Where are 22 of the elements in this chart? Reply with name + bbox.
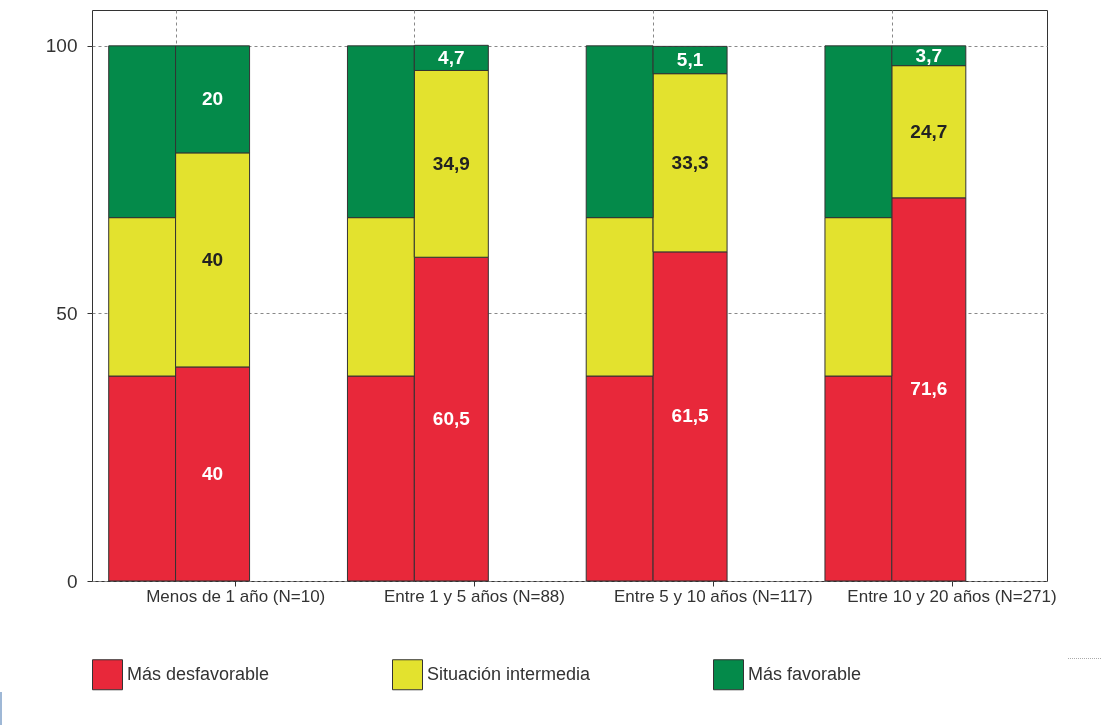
legend-label: Más desfavorable <box>127 663 270 684</box>
legend-label: Situación intermedia <box>427 663 592 684</box>
x-tick-label: Entre 1 y 5 años (N=88) <box>384 586 565 606</box>
y-tick-label: 50 <box>56 302 78 324</box>
data-label: 40 <box>202 462 224 484</box>
legend-label: Más favorable <box>748 663 862 684</box>
data-label: 61,5 <box>671 405 709 427</box>
y-tick-label: 100 <box>45 35 78 57</box>
x-tick-label: Entre 10 y 20 años (N=271) <box>847 586 1057 606</box>
data-label: 71,6 <box>910 378 948 400</box>
data-label: 34,9 <box>432 152 470 174</box>
x-tick-label: Entre 5 y 10 años (N=117) <box>613 586 813 606</box>
y-tick-label: 0 <box>66 570 78 592</box>
data-label: 4,7 <box>438 46 465 68</box>
data-label: 24,7 <box>910 120 948 142</box>
x-tick-label: Menos de 1 año (N=10) <box>146 586 326 606</box>
data-label: 33,3 <box>671 151 709 173</box>
data-label: 3,7 <box>915 44 943 66</box>
data-label: 40 <box>202 248 224 270</box>
data-label: 20 <box>202 88 224 110</box>
data-label: 5,1 <box>676 49 704 71</box>
data-label: 60,5 <box>432 408 471 430</box>
